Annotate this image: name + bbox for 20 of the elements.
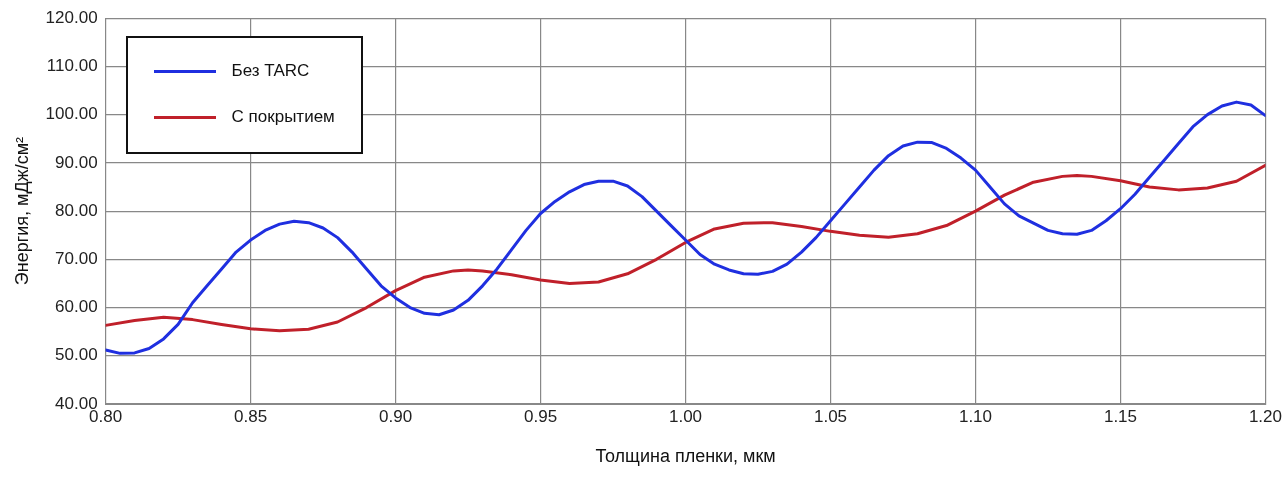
x-axis-title: Толщина пленки, мкм [595, 446, 776, 467]
y-tick-label: 100.00 [45, 104, 98, 124]
legend-label: С покрытием [231, 107, 335, 128]
legend-label: Без TARC [231, 61, 310, 82]
y-tick-label: 50.00 [55, 345, 98, 365]
x-tick-label: 1.10 [958, 406, 993, 426]
x-tick-label: 0.95 [524, 406, 558, 426]
y-axis-title: Энергия, мДж/см² [11, 136, 32, 286]
x-tick-label: 0.85 [234, 406, 268, 426]
x-tick-label: 1.15 [1103, 406, 1138, 426]
y-tick-label: 110.00 [46, 56, 98, 76]
x-tick-label: 1.05 [813, 406, 848, 426]
y-tick-label: 90.00 [55, 152, 98, 172]
y-tick-label: 80.00 [55, 200, 98, 220]
x-tick-label: 1.20 [1248, 406, 1282, 426]
y-tick-label: 60.00 [55, 297, 98, 317]
y-tick-label: 70.00 [55, 249, 98, 269]
x-tick-label: 0.90 [379, 406, 413, 426]
y-tick-label: 120.00 [45, 7, 98, 27]
x-tick-label: 1.00 [668, 406, 703, 426]
